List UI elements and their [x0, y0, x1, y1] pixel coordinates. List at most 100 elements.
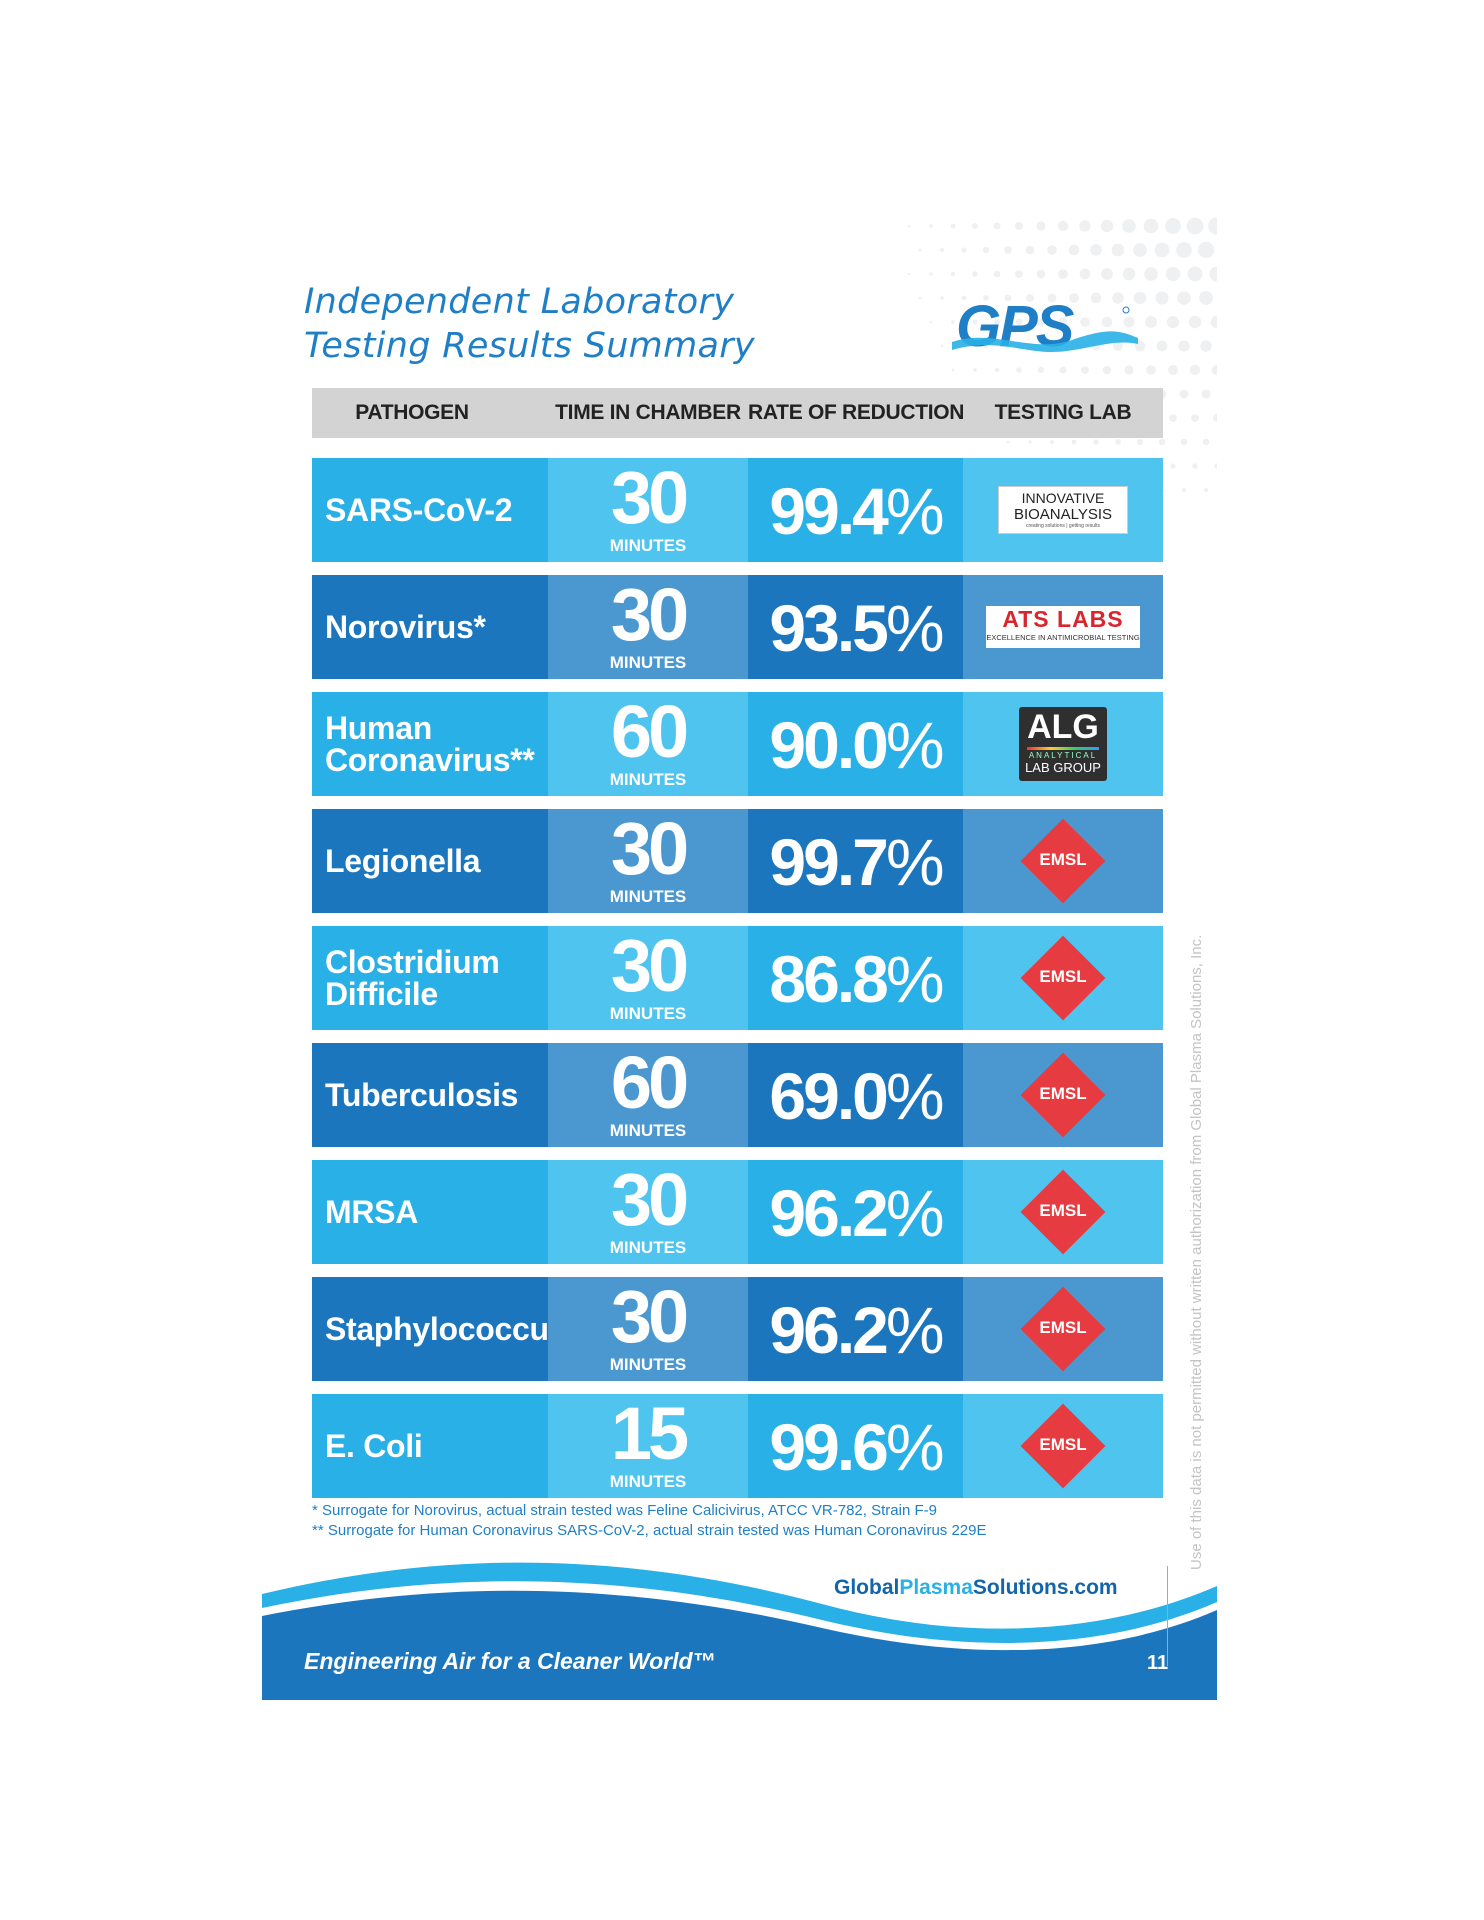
pathogen-name: SARS-CoV-2	[325, 492, 513, 528]
rate-value: 99.6%	[769, 1410, 944, 1484]
time-value: 30	[610, 1275, 689, 1358]
pathogen-name: Human Coronavirus**	[325, 710, 535, 778]
emsl-logo: EMSL	[1018, 1401, 1108, 1491]
rate-value: 96.2%	[769, 1176, 944, 1250]
rate-cell: 99.6%	[748, 1394, 963, 1498]
time-unit: MINUTES	[609, 1121, 687, 1140]
time-cell: 30 MINUTES	[548, 1277, 748, 1381]
ats-labs-logo: ATS LABS EXCELLENCE IN ANTIMICROBIAL TEST…	[986, 606, 1140, 648]
brochure-page: Independent Laboratory Testing Results S…	[262, 216, 1217, 1700]
time-cell: 60 MINUTES	[548, 1043, 748, 1147]
lab-logo: EMSL	[963, 1277, 1163, 1381]
time-value: 60	[610, 690, 689, 773]
pathogen-cell: Tuberculosis	[312, 1043, 548, 1147]
rate-value: 96.2%	[769, 1293, 944, 1367]
rate-cell: 96.2%	[748, 1277, 963, 1381]
side-copyright-notice: Use of this data is not permitted withou…	[1188, 934, 1205, 1570]
rate-cell: 99.4%	[748, 458, 963, 562]
innovative-bioanalysis-logo: INNOVATIVE BIOANALYSIS creating solutions …	[998, 486, 1128, 534]
page-number: 11	[1147, 1652, 1169, 1674]
lab-cell: EMSL	[963, 1043, 1163, 1147]
table-row: Staphylococcus 30 MINUTES 96.2% EMSL	[312, 1277, 1163, 1381]
time-unit: MINUTES	[609, 1355, 687, 1374]
time-cell: 30 MINUTES	[548, 809, 748, 913]
lab-cell: INNOVATIVE BIOANALYSIS creating solutions …	[963, 458, 1163, 562]
lab-cell: EMSL	[963, 1277, 1163, 1381]
emsl-logo: EMSL	[1018, 1050, 1108, 1140]
time-value: 30	[610, 1158, 689, 1241]
time-cell: 30 MINUTES	[548, 575, 748, 679]
rate-cell: 96.2%	[748, 1160, 963, 1264]
time-value: 30	[610, 573, 689, 656]
lab-cell: EMSL	[963, 1394, 1163, 1498]
table-row: E. Coli 15 MINUTES 99.6% EMSL	[312, 1394, 1163, 1498]
page-title: Independent Laboratory Testing Results S…	[304, 280, 755, 368]
lab-logo: EMSL	[963, 1043, 1163, 1147]
lab-logo: INNOVATIVE BIOANALYSIS creating solutions …	[963, 458, 1163, 562]
rate-value: 99.7%	[769, 825, 944, 899]
pathogen-cell: Clostridium Difficile	[312, 926, 548, 1030]
rate-value: 93.5%	[769, 591, 944, 665]
time-unit: MINUTES	[609, 653, 687, 672]
time-unit: MINUTES	[609, 770, 687, 789]
time-value: 15	[610, 1392, 689, 1475]
title-line-2: Testing Results Summary	[304, 326, 755, 366]
rate-value: 86.8%	[769, 942, 944, 1016]
lab-cell: ATS LABS EXCELLENCE IN ANTIMICROBIAL TEST…	[963, 575, 1163, 679]
time-unit: MINUTES	[609, 1004, 687, 1023]
website-url[interactable]: GlobalPlasmaSolutions.com	[834, 1576, 1118, 1599]
table-row: Tuberculosis 60 MINUTES 69.0% EMSL	[312, 1043, 1163, 1147]
table-row: Norovirus* 30 MINUTES 93.5% ATS LABS EXCE…	[312, 575, 1163, 679]
time-value: 30	[610, 924, 689, 1007]
table-row: Clostridium Difficile 30 MINUTES 86.8% E…	[312, 926, 1163, 1030]
pathogen-name: Legionella	[325, 843, 481, 879]
lab-logo: EMSL	[963, 1394, 1163, 1498]
time-unit: MINUTES	[609, 887, 687, 906]
rate-cell: 93.5%	[748, 575, 963, 679]
emsl-logo: EMSL	[1018, 1284, 1108, 1374]
rate-cell: 90.0%	[748, 692, 963, 796]
lab-logo: EMSL	[963, 1160, 1163, 1264]
lab-logo: ATS LABS EXCELLENCE IN ANTIMICROBIAL TEST…	[963, 575, 1163, 679]
footer-divider	[1167, 1566, 1168, 1666]
time-cell: 30 MINUTES	[548, 458, 748, 562]
pathogen-name: MRSA	[325, 1194, 419, 1230]
pathogen-cell: Staphylococcus	[312, 1277, 567, 1381]
table-row: Legionella 30 MINUTES 99.7% EMSL	[312, 809, 1163, 913]
gps-logo: GPS	[952, 294, 1138, 359]
header-testing-lab: TESTING LAB	[994, 401, 1132, 424]
rate-cell: 99.7%	[748, 809, 963, 913]
pathogen-cell: Norovirus*	[312, 575, 548, 679]
lab-logo: EMSL	[963, 926, 1163, 1030]
pathogen-name: Norovirus*	[325, 609, 486, 645]
time-unit: MINUTES	[609, 1238, 687, 1257]
time-unit: MINUTES	[609, 536, 687, 555]
table-row: MRSA 30 MINUTES 96.2% EMSL	[312, 1160, 1163, 1264]
table-header: PATHOGEN TIME IN CHAMBER RATE OF REDUCTI…	[312, 388, 1163, 438]
lab-cell: EMSL	[963, 809, 1163, 913]
footnote-1: * Surrogate for Norovirus, actual strain…	[312, 1502, 937, 1519]
time-cell: 60 MINUTES	[548, 692, 748, 796]
table-row: Human Coronavirus** 60 MINUTES 90.0% ALG…	[312, 692, 1163, 796]
alg-logo: ALG ANALYTICAL LAB GROUP	[1019, 707, 1107, 781]
pathogen-name: Tuberculosis	[325, 1077, 519, 1113]
pathogen-name: E. Coli	[325, 1428, 423, 1464]
pathogen-cell: SARS-CoV-2	[312, 458, 548, 562]
time-value: 30	[610, 807, 689, 890]
rate-cell: 86.8%	[748, 926, 963, 1030]
rate-value: 90.0%	[769, 708, 944, 782]
rate-value: 69.0%	[769, 1059, 944, 1133]
rate-cell: 69.0%	[748, 1043, 963, 1147]
pathogen-cell: E. Coli	[312, 1394, 548, 1498]
emsl-logo: EMSL	[1018, 933, 1108, 1023]
pathogen-name: Staphylococcus	[325, 1311, 567, 1347]
footnote-2: ** Surrogate for Human Coronavirus SARS-…	[312, 1522, 987, 1539]
lab-cell: ALG ANALYTICAL LAB GROUP	[963, 692, 1163, 796]
lab-cell: EMSL	[963, 926, 1163, 1030]
time-cell: 30 MINUTES	[548, 926, 748, 1030]
table-row: SARS-CoV-2 30 MINUTES 99.4% INNOVATIVE BI…	[312, 458, 1163, 562]
time-cell: 15 MINUTES	[548, 1394, 748, 1498]
footer-wave	[262, 1562, 1217, 1700]
pathogen-cell: Legionella	[312, 809, 548, 913]
pathogen-cell: Human Coronavirus**	[312, 692, 548, 796]
